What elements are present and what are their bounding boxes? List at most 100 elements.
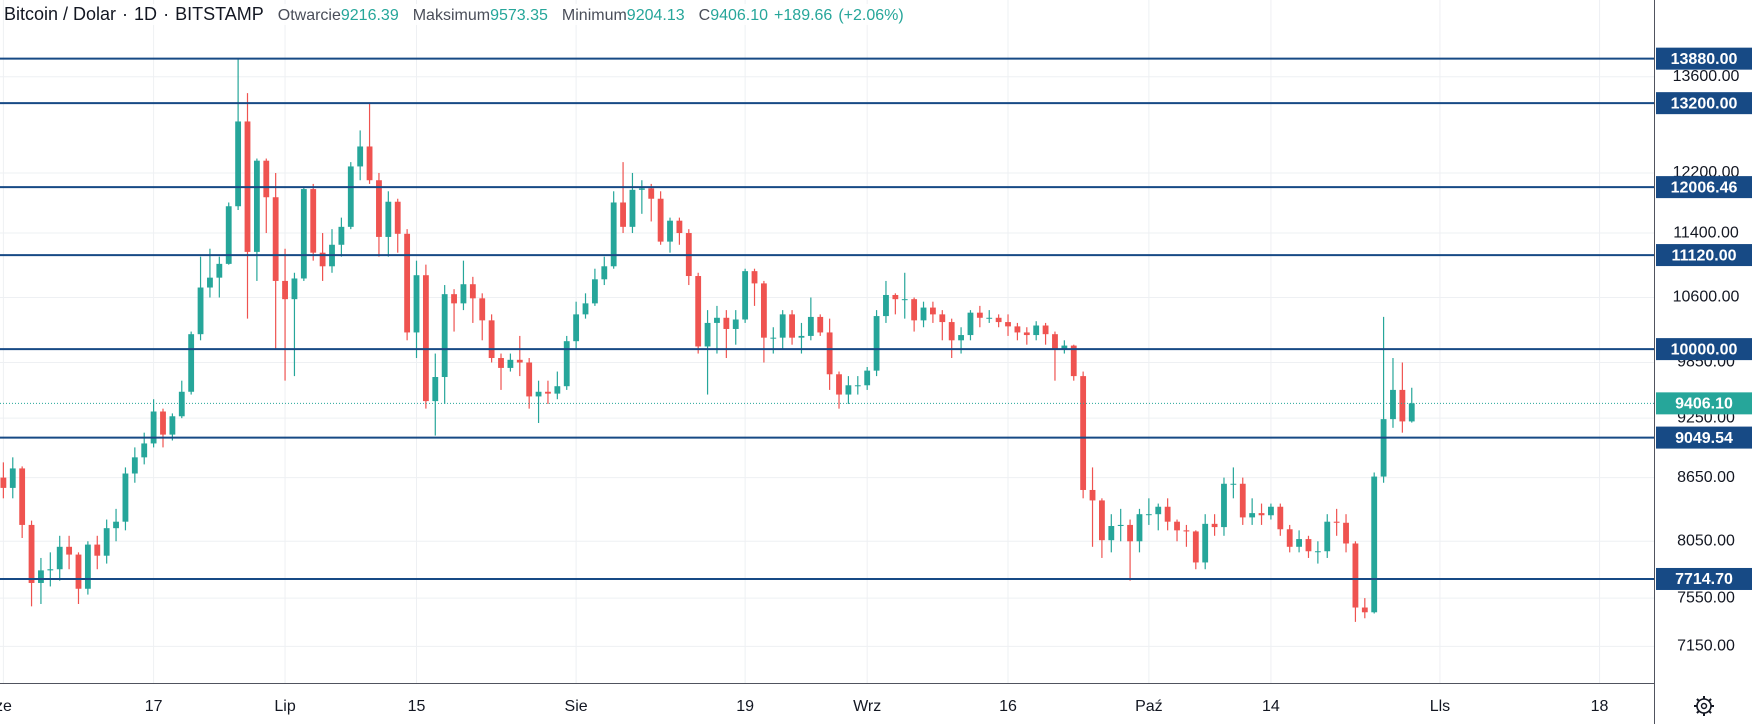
gear-tooth [1708, 698, 1712, 702]
candle-body [422, 275, 429, 402]
candle-body [47, 569, 54, 571]
candle-body [676, 220, 683, 234]
candle-body [648, 188, 655, 199]
y-tick-label: 11400.00 [1673, 224, 1739, 241]
candle-body [1089, 489, 1096, 501]
low-value: 9204.13 [626, 7, 685, 24]
low-label: Minimum [561, 7, 627, 24]
candle-body [1380, 419, 1387, 477]
x-tick-label: Paź [1135, 698, 1163, 715]
legend-header: Bitcoin / Dolar · 1D · BITSTAMP Otwarcie… [4, 4, 908, 25]
candle-body [300, 189, 307, 279]
candle-body [695, 276, 702, 347]
y-tick-label: 8650.00 [1677, 469, 1735, 486]
candle-body [1258, 513, 1265, 516]
high-label: Maksimum [412, 7, 491, 24]
level-label-box [1656, 176, 1752, 199]
x-tick-label: Lls [1430, 698, 1450, 715]
level-label: 7714.70 [1675, 571, 1733, 588]
candle-body [498, 358, 504, 368]
candle-body [310, 189, 317, 253]
x-tick-label: 16 [999, 698, 1017, 715]
candle-body [1136, 514, 1143, 542]
candle-body [469, 284, 476, 299]
candle-body [131, 457, 138, 474]
candle-body [751, 271, 758, 284]
candle-body [1117, 524, 1124, 527]
level-label-box [1656, 244, 1752, 267]
candle-body [413, 275, 420, 333]
candle-body [657, 198, 664, 242]
candle-body [826, 332, 833, 375]
candle-body [1352, 543, 1359, 608]
candle-body [160, 411, 166, 435]
x-tick-label: Wrz [853, 698, 881, 715]
candle-body [488, 320, 495, 359]
candle-body [601, 266, 608, 280]
candle-body [976, 312, 983, 318]
candle-body [347, 166, 354, 227]
close-label: C [698, 7, 711, 24]
y-tick-label: 8050.00 [1677, 533, 1735, 550]
candle-body [864, 370, 871, 386]
candle-body [948, 322, 955, 341]
candle-body [1333, 521, 1340, 523]
level-label: 13880.00 [1671, 51, 1738, 68]
level-label-box [1656, 338, 1752, 361]
candle-body [319, 252, 326, 267]
level-label: 12006.46 [1671, 179, 1738, 196]
candle-body [836, 374, 842, 395]
separator: · [122, 4, 129, 24]
y-tick-label: 10600.00 [1673, 289, 1740, 306]
candle-body [591, 279, 598, 304]
high-value: 9573.35 [490, 7, 548, 24]
level-label: 11120.00 [1672, 247, 1737, 264]
y-tick-label: 7550.00 [1677, 589, 1735, 606]
candle-body [1286, 529, 1293, 547]
candle-body [253, 160, 260, 252]
level-label-box [1656, 47, 1752, 70]
candle-body [1164, 506, 1171, 522]
candle-body [526, 362, 533, 397]
level-label: 10000.00 [1671, 341, 1738, 358]
gear-ring [1696, 698, 1712, 714]
candle-body [582, 303, 589, 315]
candle-body [460, 284, 467, 304]
close-value: 9406.10 [710, 7, 769, 24]
candle-body [1052, 334, 1058, 351]
candle-body [817, 316, 824, 333]
candle-body [1324, 521, 1331, 552]
candle-body [760, 283, 767, 338]
candle-body [798, 335, 805, 338]
settings-icon[interactable] [1694, 696, 1714, 716]
candle-body [225, 206, 232, 264]
candle-body [516, 359, 523, 363]
candle-body [929, 307, 936, 315]
level-label-box [1656, 567, 1752, 590]
level-label: 13200.00 [1671, 95, 1738, 112]
open-value: 9216.39 [340, 7, 399, 24]
last-price-label: 9406.10 [1675, 396, 1733, 413]
candle-body [545, 391, 551, 394]
change-percent: (+2.06%) [838, 7, 904, 24]
candle-body [376, 180, 382, 237]
candle-body [507, 359, 514, 368]
candle-body [1042, 325, 1049, 335]
candle-body [479, 298, 486, 321]
candle-body [1023, 332, 1030, 336]
x-tick-label: Sie [565, 698, 588, 715]
candle-body [779, 314, 786, 338]
candle-body [1080, 376, 1087, 490]
candle-body [1127, 524, 1133, 542]
candle-body [995, 317, 1002, 323]
candle-body [958, 335, 964, 341]
candle-body [1174, 521, 1180, 531]
candle-body [338, 226, 345, 245]
last-price-box [1656, 392, 1752, 415]
candle-body [1033, 325, 1040, 336]
candle-body [770, 337, 777, 339]
candle-body [629, 189, 636, 227]
candle-body [103, 528, 110, 556]
